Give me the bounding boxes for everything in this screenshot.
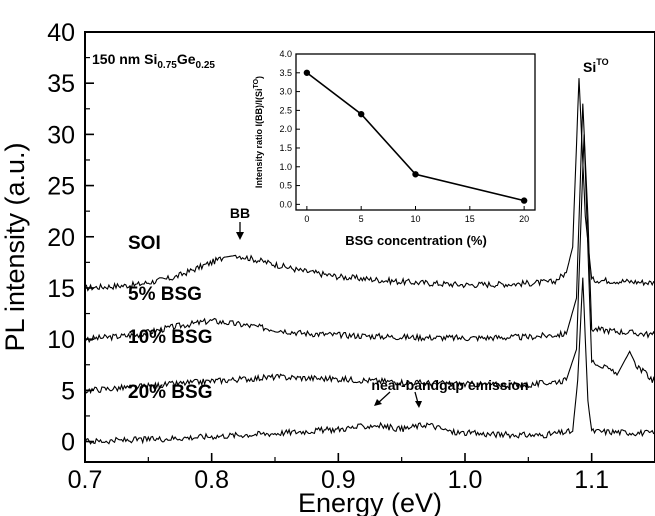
main-y-tick-label: 40	[47, 19, 75, 47]
inset-y-tick-label: 0.0	[279, 199, 292, 209]
series-label-10pct-bsg: 10% BSG	[128, 327, 212, 348]
inset-y-tick-label: 0.5	[279, 181, 292, 191]
near-bandgap-arrow-right-head	[415, 401, 422, 408]
main-y-ticks: 0 5 10 15 20 25 30 35 40	[47, 19, 94, 457]
si-to-annotation: SiTO	[583, 57, 609, 75]
main-x-tick-label: 1.1	[574, 466, 609, 494]
main-y-tick-label: 30	[47, 121, 75, 149]
inset-data-point	[303, 69, 311, 76]
bb-annotation-label: BB	[230, 205, 250, 221]
inset-x-tick-label: 0	[304, 214, 309, 224]
inset-background	[292, 50, 538, 213]
inset-x-tick-label: 5	[359, 214, 364, 224]
series-label-soi: SOI	[128, 233, 161, 254]
main-y-tick-label: 25	[47, 173, 75, 201]
inset-y-tick-label: 3.0	[279, 87, 292, 97]
series-label-5pct-bsg: 5% BSG	[128, 284, 202, 305]
near-bandgap-annotation-label: near-bandgap emission	[371, 377, 528, 393]
near-bandgap-arrow-left	[377, 391, 391, 404]
main-y-tick-label: 5	[61, 377, 75, 405]
near-bandgap-arrow-left-head	[374, 399, 382, 406]
inset-ratio-line	[303, 69, 528, 204]
sample-composition-label: 150 nm Si0.75Ge0.25	[92, 51, 215, 71]
inset-y-tick-label: 2.0	[279, 124, 292, 134]
inset-y-tick-label: 3.5	[279, 68, 292, 78]
inset-y-ticks: 0.0 0.5 1.0 1.5 2.0 2.5 3.0 3.5 4.0	[279, 49, 300, 209]
inset-y-tick-label: 1.5	[279, 143, 292, 153]
main-chart: 0.7 0.8 0.9 1.0 1.1 0 5 10 15 20 25 30 35 40 Energy …	[0, 19, 655, 516]
inset-x-axis-title: BSG concentration (%)	[345, 233, 487, 248]
inset-x-tick-label: 10	[410, 214, 420, 224]
main-y-tick-label: 10	[47, 326, 75, 354]
series-line-2	[84, 134, 655, 395]
main-x-tick-label: 0.9	[321, 466, 356, 494]
inset-line	[306, 72, 525, 202]
main-y-tick-label: 0	[61, 429, 75, 457]
inset-y-tick-label: 2.5	[279, 105, 292, 115]
main-x-ticks: 0.7 0.8 0.9 1.0 1.1	[68, 453, 609, 494]
main-x-tick-label: 0.7	[68, 466, 103, 494]
inset-x-tick-label: 15	[465, 214, 475, 224]
inset-x-ticks: 0 5 10 15 20	[304, 206, 529, 224]
inset-y-axis-title: Intensity ratio I(BB)/I(SiTO)	[253, 76, 264, 188]
inset-y-tick-label: 4.0	[279, 49, 292, 59]
series-line-3	[84, 277, 655, 445]
inset-data-point	[412, 171, 419, 178]
main-plot-frame	[84, 31, 655, 463]
sample-label-sub2: 0.25	[196, 60, 216, 71]
main-x-tick-label: 1.0	[448, 466, 483, 494]
sample-label-sub1: 0.75	[157, 60, 177, 71]
main-x-axis-title: Energy (eV)	[298, 488, 442, 516]
inset-data-point	[357, 110, 365, 118]
main-y-axis-title: PL intensity (a.u.)	[0, 142, 30, 351]
series-line-0	[84, 78, 655, 292]
inset-chart: 0 5 10 15 20 0.0 0.5 1.0 1.5 2.0 2.5 3.0 3.5 4.0 BSG…	[253, 49, 538, 248]
inset-data-point	[520, 197, 528, 204]
main-y-tick-label: 15	[47, 275, 75, 303]
spectra-lines	[84, 78, 655, 445]
series-label-20pct-bsg: 20% BSG	[128, 382, 212, 403]
sample-label-ge: Ge	[177, 51, 196, 67]
bb-arrow-head	[236, 232, 244, 240]
main-x-tick-label: 0.8	[194, 466, 229, 494]
inset-y-axis-sup: TO	[253, 78, 260, 88]
main-y-tick-label: 20	[47, 224, 75, 252]
series-line-1	[84, 103, 655, 344]
main-y-tick-label: 35	[47, 70, 75, 98]
inset-y-tick-label: 1.0	[279, 162, 292, 172]
inset-x-tick-label: 20	[519, 214, 529, 224]
